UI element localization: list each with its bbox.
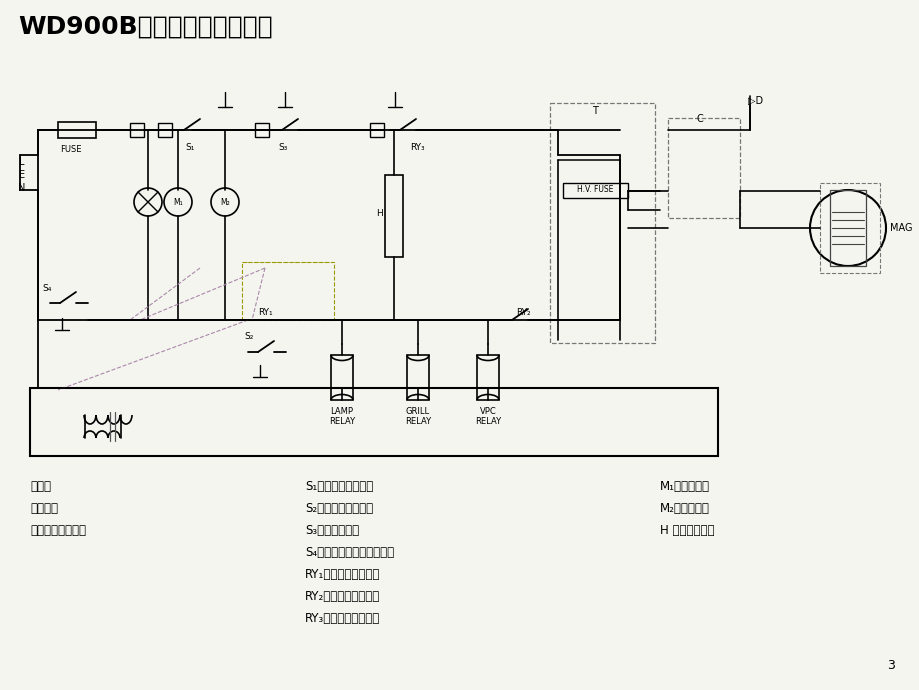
Text: S₃: S₃ bbox=[278, 143, 287, 152]
Text: MAG: MAG bbox=[889, 223, 912, 233]
Bar bbox=[158, 123, 172, 137]
Text: RY₁: RY₁ bbox=[257, 308, 272, 317]
Bar bbox=[369, 123, 383, 137]
Text: RY₁：炉灯控制继电器: RY₁：炉灯控制继电器 bbox=[305, 568, 380, 581]
Text: RY₂: RY₂ bbox=[516, 308, 530, 317]
Text: S₄: S₄ bbox=[42, 284, 51, 293]
Text: T: T bbox=[592, 106, 597, 116]
Text: S₄：磁控管自复位热断路器: S₄：磁控管自复位热断路器 bbox=[305, 546, 393, 559]
Text: S₃：门监控开关: S₃：门监控开关 bbox=[305, 524, 358, 537]
Text: RY₂：微波控制继电器: RY₂：微波控制继电器 bbox=[305, 590, 380, 603]
Text: GRILL
RELAY: GRILL RELAY bbox=[404, 407, 431, 426]
Text: L: L bbox=[19, 157, 25, 167]
Text: M₂: M₂ bbox=[220, 197, 230, 206]
Text: E: E bbox=[19, 170, 25, 180]
Text: S₁：门第一联锁开关: S₁：门第一联锁开关 bbox=[305, 480, 373, 493]
Bar bbox=[562, 183, 628, 198]
Text: 3: 3 bbox=[886, 659, 894, 672]
Bar bbox=[667, 118, 739, 218]
Text: WD900B型微波炉电原理图：: WD900B型微波炉电原理图： bbox=[18, 15, 272, 39]
Text: M₂：转盘电机: M₂：转盘电机 bbox=[659, 502, 709, 515]
Text: LAMP
RELAY: LAMP RELAY bbox=[329, 407, 355, 426]
Text: N: N bbox=[18, 183, 26, 193]
Bar bbox=[58, 122, 96, 138]
Bar bbox=[30, 388, 717, 456]
Text: S₁: S₁ bbox=[185, 143, 194, 152]
Bar bbox=[331, 355, 353, 400]
Text: RY₃: RY₃ bbox=[410, 143, 425, 152]
Text: 薄膜开关：按取消: 薄膜开关：按取消 bbox=[30, 524, 85, 537]
Text: M₁: M₁ bbox=[173, 197, 183, 206]
Bar bbox=[130, 123, 144, 137]
Text: FUSE: FUSE bbox=[60, 145, 82, 154]
Bar bbox=[829, 190, 865, 266]
Bar bbox=[384, 175, 403, 257]
Text: S₂: S₂ bbox=[244, 332, 253, 341]
Text: VPC
RELAY: VPC RELAY bbox=[474, 407, 501, 426]
Text: 条件：: 条件： bbox=[30, 480, 51, 493]
Text: C: C bbox=[696, 114, 703, 124]
Text: M₁：风扇电机: M₁：风扇电机 bbox=[659, 480, 709, 493]
Text: RY₃：烧烤控制继电器: RY₃：烧烤控制继电器 bbox=[305, 612, 380, 625]
Bar bbox=[406, 355, 428, 400]
Bar bbox=[550, 103, 654, 343]
Text: ▷D: ▷D bbox=[747, 96, 762, 106]
Text: 炉门：关: 炉门：关 bbox=[30, 502, 58, 515]
Text: H: H bbox=[376, 208, 382, 217]
Bar bbox=[255, 123, 268, 137]
Text: H.V. FUSE: H.V. FUSE bbox=[576, 185, 613, 194]
Text: S₂：门第二联锁开关: S₂：门第二联锁开关 bbox=[305, 502, 373, 515]
Bar bbox=[242, 262, 334, 320]
Text: H ：石英发热管: H ：石英发热管 bbox=[659, 524, 714, 537]
Bar bbox=[819, 183, 879, 273]
Bar bbox=[476, 355, 498, 400]
